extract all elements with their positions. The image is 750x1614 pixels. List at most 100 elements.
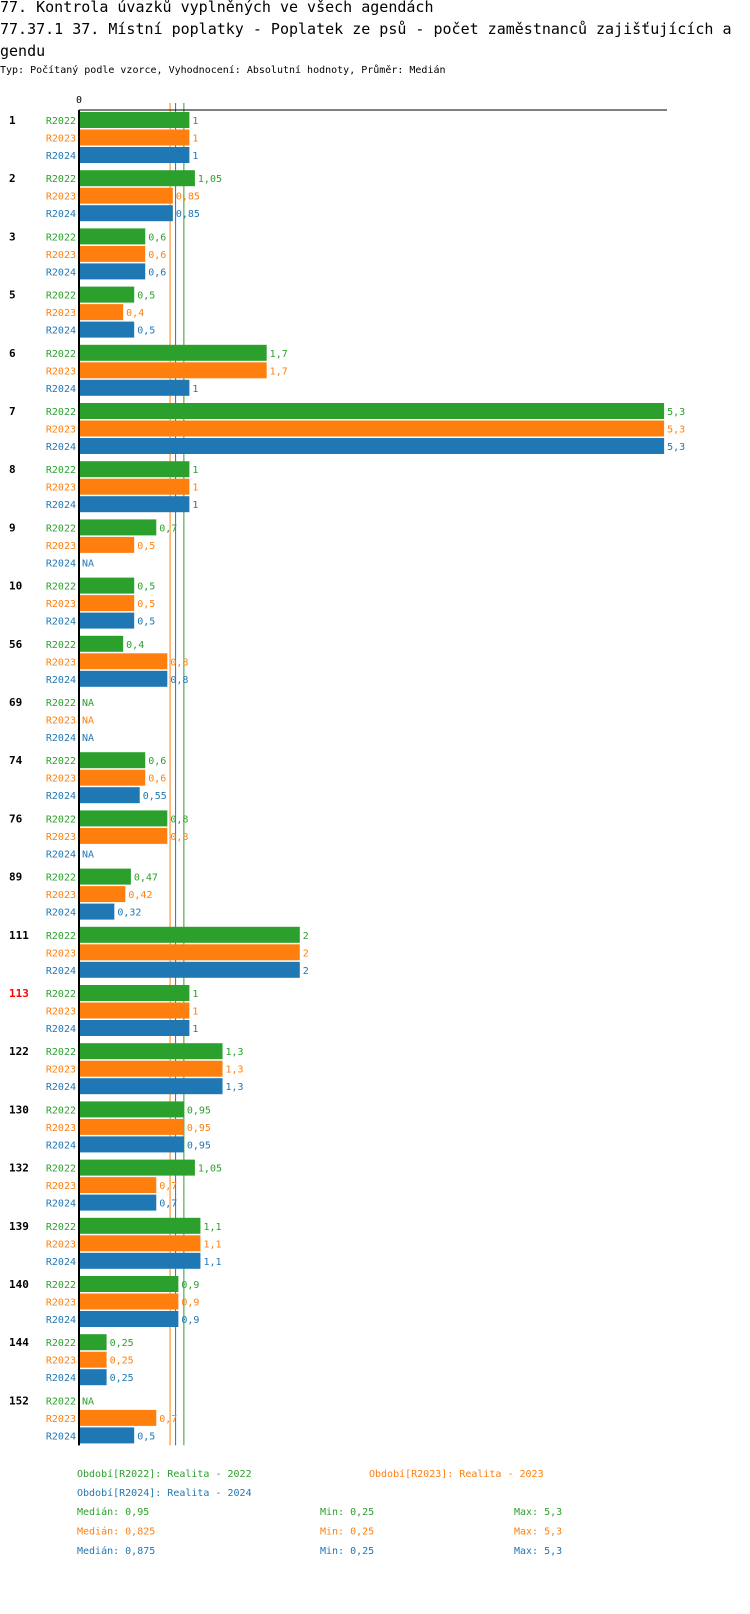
bar-r2024	[79, 1136, 184, 1153]
data-label-r2023: 2	[303, 948, 309, 959]
data-label-r2024: 0,6	[148, 267, 166, 278]
category-label: 5	[9, 289, 16, 302]
data-label-r2023: 0,5	[137, 599, 155, 610]
bar-r2023	[79, 1060, 223, 1077]
data-label-r2024: 1	[192, 151, 198, 162]
data-label-r2023: 1,3	[226, 1065, 244, 1076]
data-label-r2022: 1,05	[198, 1164, 222, 1175]
series-label-r2022: R2022	[46, 465, 76, 476]
bar-r2023	[79, 769, 146, 786]
data-label-r2023: 0,25	[110, 1356, 134, 1367]
series-label-r2023: R2023	[46, 1007, 76, 1018]
data-label-r2022: 0,8	[170, 814, 188, 825]
data-label-r2023: NA	[82, 716, 94, 727]
series-label-r2022: R2022	[46, 1047, 76, 1058]
category-label: 7	[9, 405, 16, 418]
data-label-r2024: NA	[82, 558, 94, 569]
series-label-r2022: R2022	[46, 640, 76, 651]
category-label: 1	[9, 114, 16, 127]
bar-r2024	[79, 670, 168, 687]
series-label-r2022: R2022	[46, 1164, 76, 1175]
bar-r2022	[79, 985, 190, 1001]
bar-r2023	[79, 129, 190, 146]
legend-entry-r2022: Období[R2022]: Realita - 2022	[77, 1468, 252, 1480]
series-label-r2024: R2024	[46, 1024, 76, 1035]
bar-r2023	[79, 245, 146, 262]
data-label-r2022: 1,1	[203, 1222, 221, 1233]
series-label-r2022: R2022	[46, 989, 76, 1000]
series-label-r2024: R2024	[46, 1431, 76, 1442]
chart-title-line-3: gendu	[0, 42, 46, 60]
bar-r2024	[79, 1020, 190, 1036]
data-label-r2022: 0,95	[187, 1105, 211, 1116]
series-label-r2023: R2023	[46, 425, 76, 436]
data-label-r2024: 0,95	[187, 1140, 211, 1151]
series-label-r2023: R2023	[46, 774, 76, 785]
chart-subtitle: Typ: Počítaný podle vzorce, Vyhodnocení:…	[0, 65, 446, 76]
category-label: 140	[9, 1278, 29, 1291]
data-label-r2023: 0,7	[159, 1414, 177, 1425]
series-label-r2023: R2023	[46, 1181, 76, 1192]
series-label-r2024: R2024	[46, 1373, 76, 1384]
bar-r2023	[79, 653, 168, 670]
data-label-r2022: 0,5	[137, 291, 155, 302]
data-label-r2022: 0,6	[148, 232, 166, 243]
bar-r2023	[79, 1002, 190, 1019]
bar-r2023	[79, 595, 135, 612]
data-label-r2022: 1	[192, 116, 198, 127]
series-label-r2022: R2022	[46, 116, 76, 127]
series-label-r2024: R2024	[46, 558, 76, 569]
category-label: 74	[9, 754, 23, 767]
series-label-r2022: R2022	[46, 698, 76, 709]
data-label-r2022: 0,47	[134, 873, 158, 884]
bar-r2024	[79, 379, 190, 396]
series-label-r2022: R2022	[46, 756, 76, 767]
series-label-r2022: R2022	[46, 349, 76, 360]
category-label: 89	[9, 871, 22, 884]
series-label-r2023: R2023	[46, 250, 76, 261]
data-label-r2024: 0,85	[176, 209, 200, 220]
bar-r2023	[79, 478, 190, 495]
series-label-r2024: R2024	[46, 384, 76, 395]
series-label-r2022: R2022	[46, 1396, 76, 1407]
bar-r2022	[79, 1276, 179, 1292]
bar-r2024	[79, 496, 190, 513]
series-label-r2023: R2023	[46, 1356, 76, 1367]
legend-median-r2024: Medián: 0,875	[77, 1545, 155, 1557]
series-label-r2022: R2022	[46, 1105, 76, 1116]
category-label: 111	[9, 929, 29, 942]
bar-r2023	[79, 362, 267, 379]
series-label-r2024: R2024	[46, 151, 76, 162]
data-label-r2023: 0,8	[170, 657, 188, 668]
series-label-r2024: R2024	[46, 617, 76, 628]
series-label-r2022: R2022	[46, 582, 76, 593]
data-label-r2022: 1	[192, 465, 198, 476]
data-label-r2024: NA	[82, 733, 94, 744]
category-label: 113	[9, 987, 29, 1000]
bar-r2022	[79, 403, 665, 419]
bar-r2024	[79, 1369, 107, 1386]
bar-r2024	[79, 263, 146, 280]
series-label-r2024: R2024	[46, 791, 76, 802]
bar-r2023	[79, 536, 135, 553]
series-label-r2022: R2022	[46, 814, 76, 825]
bar-r2022	[79, 344, 267, 361]
data-label-r2023: 0,42	[128, 890, 152, 901]
data-label-r2023: 0,6	[148, 250, 166, 261]
data-label-r2024: 1,1	[203, 1257, 221, 1268]
bar-r2022	[79, 1159, 195, 1176]
data-label-r2022: 1,7	[270, 349, 288, 360]
series-label-r2024: R2024	[46, 326, 76, 337]
series-label-r2023: R2023	[46, 134, 76, 145]
legend-min-r2023: Min: 0,25	[320, 1527, 374, 1538]
bar-r2024	[79, 438, 665, 454]
bar-r2024	[79, 1427, 135, 1444]
category-label: 152	[9, 1394, 29, 1407]
bar-r2023	[79, 420, 665, 437]
bar-r2024	[79, 1078, 223, 1095]
series-label-r2023: R2023	[46, 541, 76, 552]
series-label-r2022: R2022	[46, 1222, 76, 1233]
series-label-r2022: R2022	[46, 291, 76, 302]
data-label-r2023: 0,85	[176, 192, 200, 203]
series-label-r2024: R2024	[46, 267, 76, 278]
